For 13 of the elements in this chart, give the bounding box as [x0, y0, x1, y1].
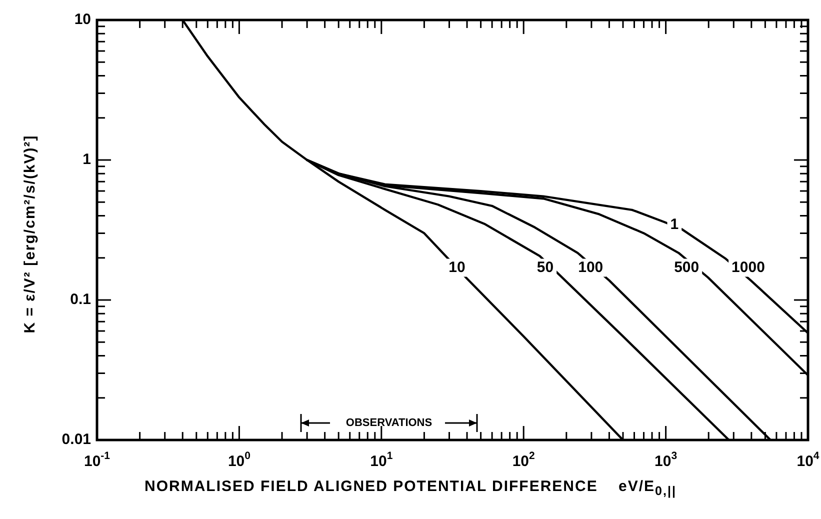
annotation: 1	[670, 216, 679, 233]
y-tick-label: 1	[82, 151, 91, 168]
annotation: OBSERVATIONS	[344, 416, 434, 430]
y-tick-label: 0.1	[70, 291, 92, 308]
annotation: 10	[448, 258, 466, 276]
annotation: 100	[578, 258, 604, 276]
y-tick-label: 0.01	[62, 431, 92, 448]
x-axis-title: NORMALISED FIELD ALIGNED POTENTIAL DIFFERENCE eV/E$_{0,||}$	[144, 478, 678, 498]
y-tick-label: 10	[74, 11, 92, 28]
annotation: 500	[674, 258, 700, 276]
y-axis-title: K = ε/V² [erg/cm²/s/(kV)²]	[22, 134, 38, 334]
annotation: 50	[536, 258, 554, 276]
annotation: 1000	[732, 258, 765, 276]
